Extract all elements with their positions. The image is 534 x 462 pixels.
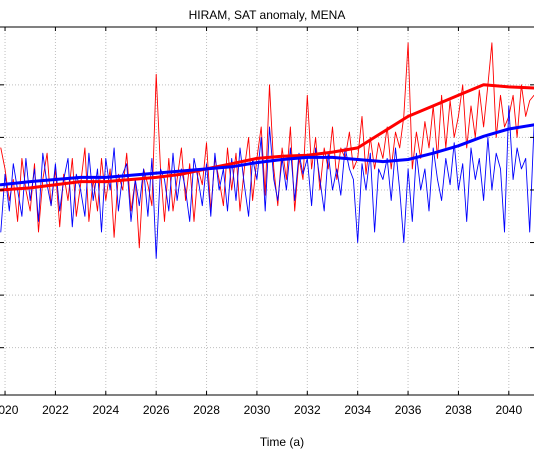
x-tick-label-10: 2040 — [495, 403, 522, 417]
red-thick-series-line-2 — [0, 83, 534, 192]
x-tick-label-8: 2036 — [395, 403, 422, 417]
x-tick-label-5: 2030 — [244, 403, 271, 417]
x-tick-label-1: 2022 — [42, 403, 69, 417]
x-tick-label-7: 2034 — [344, 403, 371, 417]
plot-background — [0, 27, 534, 395]
x-tick-label-6: 2032 — [294, 403, 321, 417]
blue-thick-series-line-3 — [0, 123, 534, 187]
series-layer — [0, 42, 534, 259]
x-tick-label-2: 2024 — [92, 403, 119, 417]
red-thin-series-line-0 — [0, 42, 534, 249]
grid-lines — [0, 27, 534, 395]
chart-title: HIRAM, SAT anomaly, MENA — [189, 8, 346, 22]
blue-thin-series-line-1 — [0, 105, 534, 259]
axes — [0, 26, 534, 396]
x-tick-label-9: 2038 — [445, 403, 472, 417]
x-tick-label-4: 2028 — [193, 403, 220, 417]
x-axis-label: Time (a) — [260, 435, 304, 449]
x-tick-label-3: 2026 — [143, 403, 170, 417]
